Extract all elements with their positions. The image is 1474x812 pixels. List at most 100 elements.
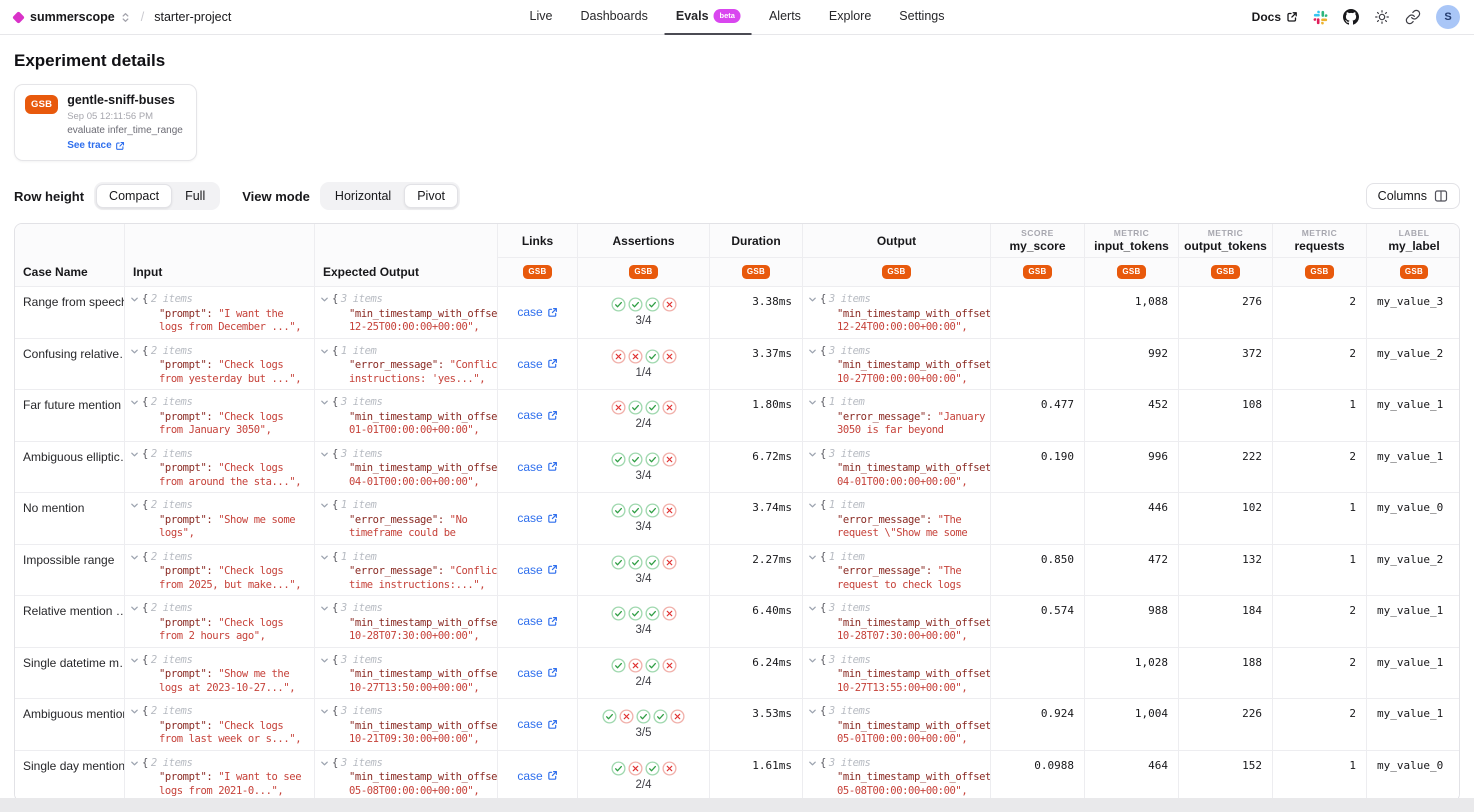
chevron-down-icon[interactable] (808, 295, 817, 304)
tab-settings[interactable]: Settings (888, 0, 955, 35)
column-header-assertions[interactable]: Assertions (578, 224, 710, 258)
column-header-output_tokens[interactable]: METRICoutput_tokens (1179, 224, 1273, 258)
segment-option-full[interactable]: Full (172, 184, 218, 208)
chevron-down-icon[interactable] (130, 553, 139, 562)
case-trace-link[interactable]: case (517, 305, 557, 319)
tab-label: Alerts (769, 9, 801, 23)
chevron-down-icon[interactable] (130, 707, 139, 716)
column-header-requests[interactable]: METRICrequests (1273, 224, 1367, 258)
run-badge[interactable]: GSB (1211, 265, 1239, 279)
column-title: Duration (731, 234, 780, 248)
tab-evals[interactable]: Evalsbeta (665, 0, 752, 35)
chevron-down-icon[interactable] (808, 759, 817, 768)
case-name-cell: Single day mention (15, 750, 125, 799)
chevron-down-icon[interactable] (320, 295, 329, 304)
json-key: "min_timestamp_with_offset" (349, 720, 498, 732)
chevron-down-icon[interactable] (130, 501, 139, 510)
case-trace-link[interactable]: case (517, 717, 557, 731)
docs-link[interactable]: Docs (1252, 10, 1298, 24)
json-value: "The (932, 565, 962, 577)
column-header-expected[interactable]: Expected Output (315, 224, 498, 286)
json-lines: "prompt": "Check logsfrom around the sta… (130, 462, 308, 489)
json-line-1: "error_message": "The (837, 565, 984, 579)
chevron-down-icon[interactable] (130, 604, 139, 613)
segment-option-pivot[interactable]: Pivot (404, 184, 458, 208)
case-trace-link[interactable]: case (517, 769, 557, 783)
chevron-down-icon[interactable] (320, 398, 329, 407)
chevron-down-icon[interactable] (320, 707, 329, 716)
case-trace-link[interactable]: case (517, 511, 557, 525)
run-badge[interactable]: GSB (1117, 265, 1145, 279)
chevron-down-icon[interactable] (808, 553, 817, 562)
case-trace-link[interactable]: case (517, 357, 557, 371)
run-badge[interactable]: GSB (629, 265, 657, 279)
main-content: Experiment details GSB gentle-sniff-buse… (0, 51, 1474, 798)
tab-dashboards[interactable]: Dashboards (569, 0, 658, 35)
experiment-card[interactable]: GSB gentle-sniff-buses Sep 05 12:11:56 P… (14, 84, 197, 161)
share-link-icon[interactable] (1405, 9, 1421, 25)
column-header-label[interactable]: LABELmy_label (1367, 224, 1460, 258)
case-name-cell: Impossible range (15, 544, 125, 596)
json-line-1: "error_message": "No (349, 514, 491, 528)
chevron-down-icon[interactable] (130, 656, 139, 665)
theme-toggle-sun-icon[interactable] (1374, 9, 1390, 25)
chevron-down-icon[interactable] (320, 604, 329, 613)
chevron-down-icon[interactable] (808, 501, 817, 510)
slack-icon[interactable] (1313, 10, 1328, 25)
chevron-down-icon[interactable] (808, 656, 817, 665)
chevron-down-icon[interactable] (320, 501, 329, 510)
column-header-input_tokens[interactable]: METRICinput_tokens (1085, 224, 1179, 258)
github-icon[interactable] (1343, 9, 1359, 25)
run-badge[interactable]: GSB (1305, 265, 1333, 279)
column-header-duration[interactable]: Duration (710, 224, 803, 258)
case-trace-link[interactable]: case (517, 563, 557, 577)
chevron-down-icon[interactable] (320, 759, 329, 768)
json-item-count: 3 items (341, 705, 382, 719)
column-header-score[interactable]: SCOREmy_score (991, 224, 1085, 258)
json-lines: "min_timestamp_with_offset"10-21T09:30:0… (320, 720, 491, 747)
chevron-down-icon[interactable] (320, 347, 329, 356)
case-trace-link[interactable]: case (517, 666, 557, 680)
json-value: "Check logs (212, 720, 283, 732)
chevron-down-icon[interactable] (130, 759, 139, 768)
column-header-case_name[interactable]: Case Name (15, 224, 125, 286)
chevron-down-icon[interactable] (320, 450, 329, 459)
requests-cell: 2 (1273, 286, 1367, 338)
run-badge[interactable]: GSB (1400, 265, 1428, 279)
tab-explore[interactable]: Explore (818, 0, 882, 35)
org-name[interactable]: summerscope (30, 10, 115, 24)
chevron-down-icon[interactable] (130, 295, 139, 304)
segment-option-compact[interactable]: Compact (96, 184, 172, 208)
chevron-down-icon[interactable] (808, 398, 817, 407)
column-header-input[interactable]: Input (125, 224, 315, 286)
case-trace-link[interactable]: case (517, 460, 557, 474)
user-avatar[interactable]: S (1436, 5, 1460, 29)
run-badge[interactable]: GSB (882, 265, 910, 279)
run-badge[interactable]: GSB (1023, 265, 1051, 279)
column-header-links[interactable]: Links (498, 224, 578, 258)
run-badge[interactable]: GSB (523, 265, 551, 279)
segment-option-horizontal[interactable]: Horizontal (322, 184, 404, 208)
tab-alerts[interactable]: Alerts (758, 0, 812, 35)
case-trace-link[interactable]: case (517, 614, 557, 628)
project-name[interactable]: starter-project (154, 10, 231, 24)
columns-button[interactable]: Columns (1366, 183, 1460, 209)
case-trace-link[interactable]: case (517, 408, 557, 422)
chevron-down-icon[interactable] (808, 347, 817, 356)
org-switcher-chevrons-icon[interactable] (120, 11, 131, 24)
column-header-output[interactable]: Output (803, 224, 991, 258)
chevron-down-icon[interactable] (130, 347, 139, 356)
chevron-down-icon[interactable] (808, 450, 817, 459)
case-link-label: case (517, 769, 542, 783)
chevron-down-icon[interactable] (320, 553, 329, 562)
json-line-1: "prompt": "I want to see (159, 771, 308, 785)
chevron-down-icon[interactable] (320, 656, 329, 665)
chevron-down-icon[interactable] (808, 707, 817, 716)
chevron-down-icon[interactable] (130, 398, 139, 407)
tab-live[interactable]: Live (519, 0, 564, 35)
chevron-down-icon[interactable] (808, 604, 817, 613)
chevron-down-icon[interactable] (130, 450, 139, 459)
see-trace-link[interactable]: See trace (67, 140, 183, 152)
run-badge[interactable]: GSB (742, 265, 770, 279)
json-line-2: logs", (159, 527, 308, 541)
